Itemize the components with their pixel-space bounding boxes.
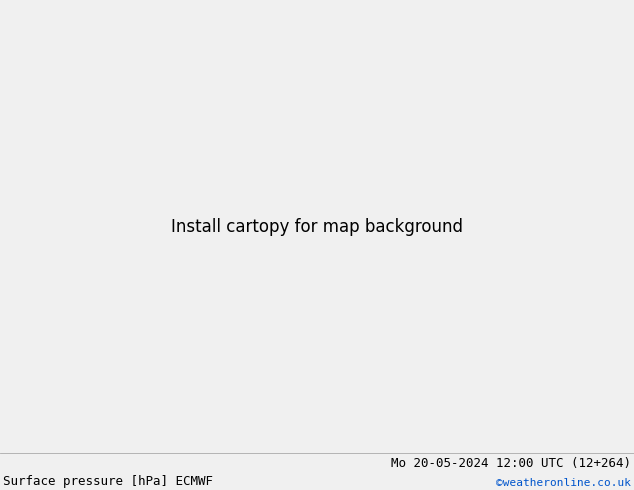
Text: ©weatheronline.co.uk: ©weatheronline.co.uk bbox=[496, 478, 631, 488]
Text: Mo 20-05-2024 12:00 UTC (12+264): Mo 20-05-2024 12:00 UTC (12+264) bbox=[391, 457, 631, 470]
Text: Install cartopy for map background: Install cartopy for map background bbox=[171, 218, 463, 236]
Text: Surface pressure [hPa] ECMWF: Surface pressure [hPa] ECMWF bbox=[3, 474, 213, 488]
